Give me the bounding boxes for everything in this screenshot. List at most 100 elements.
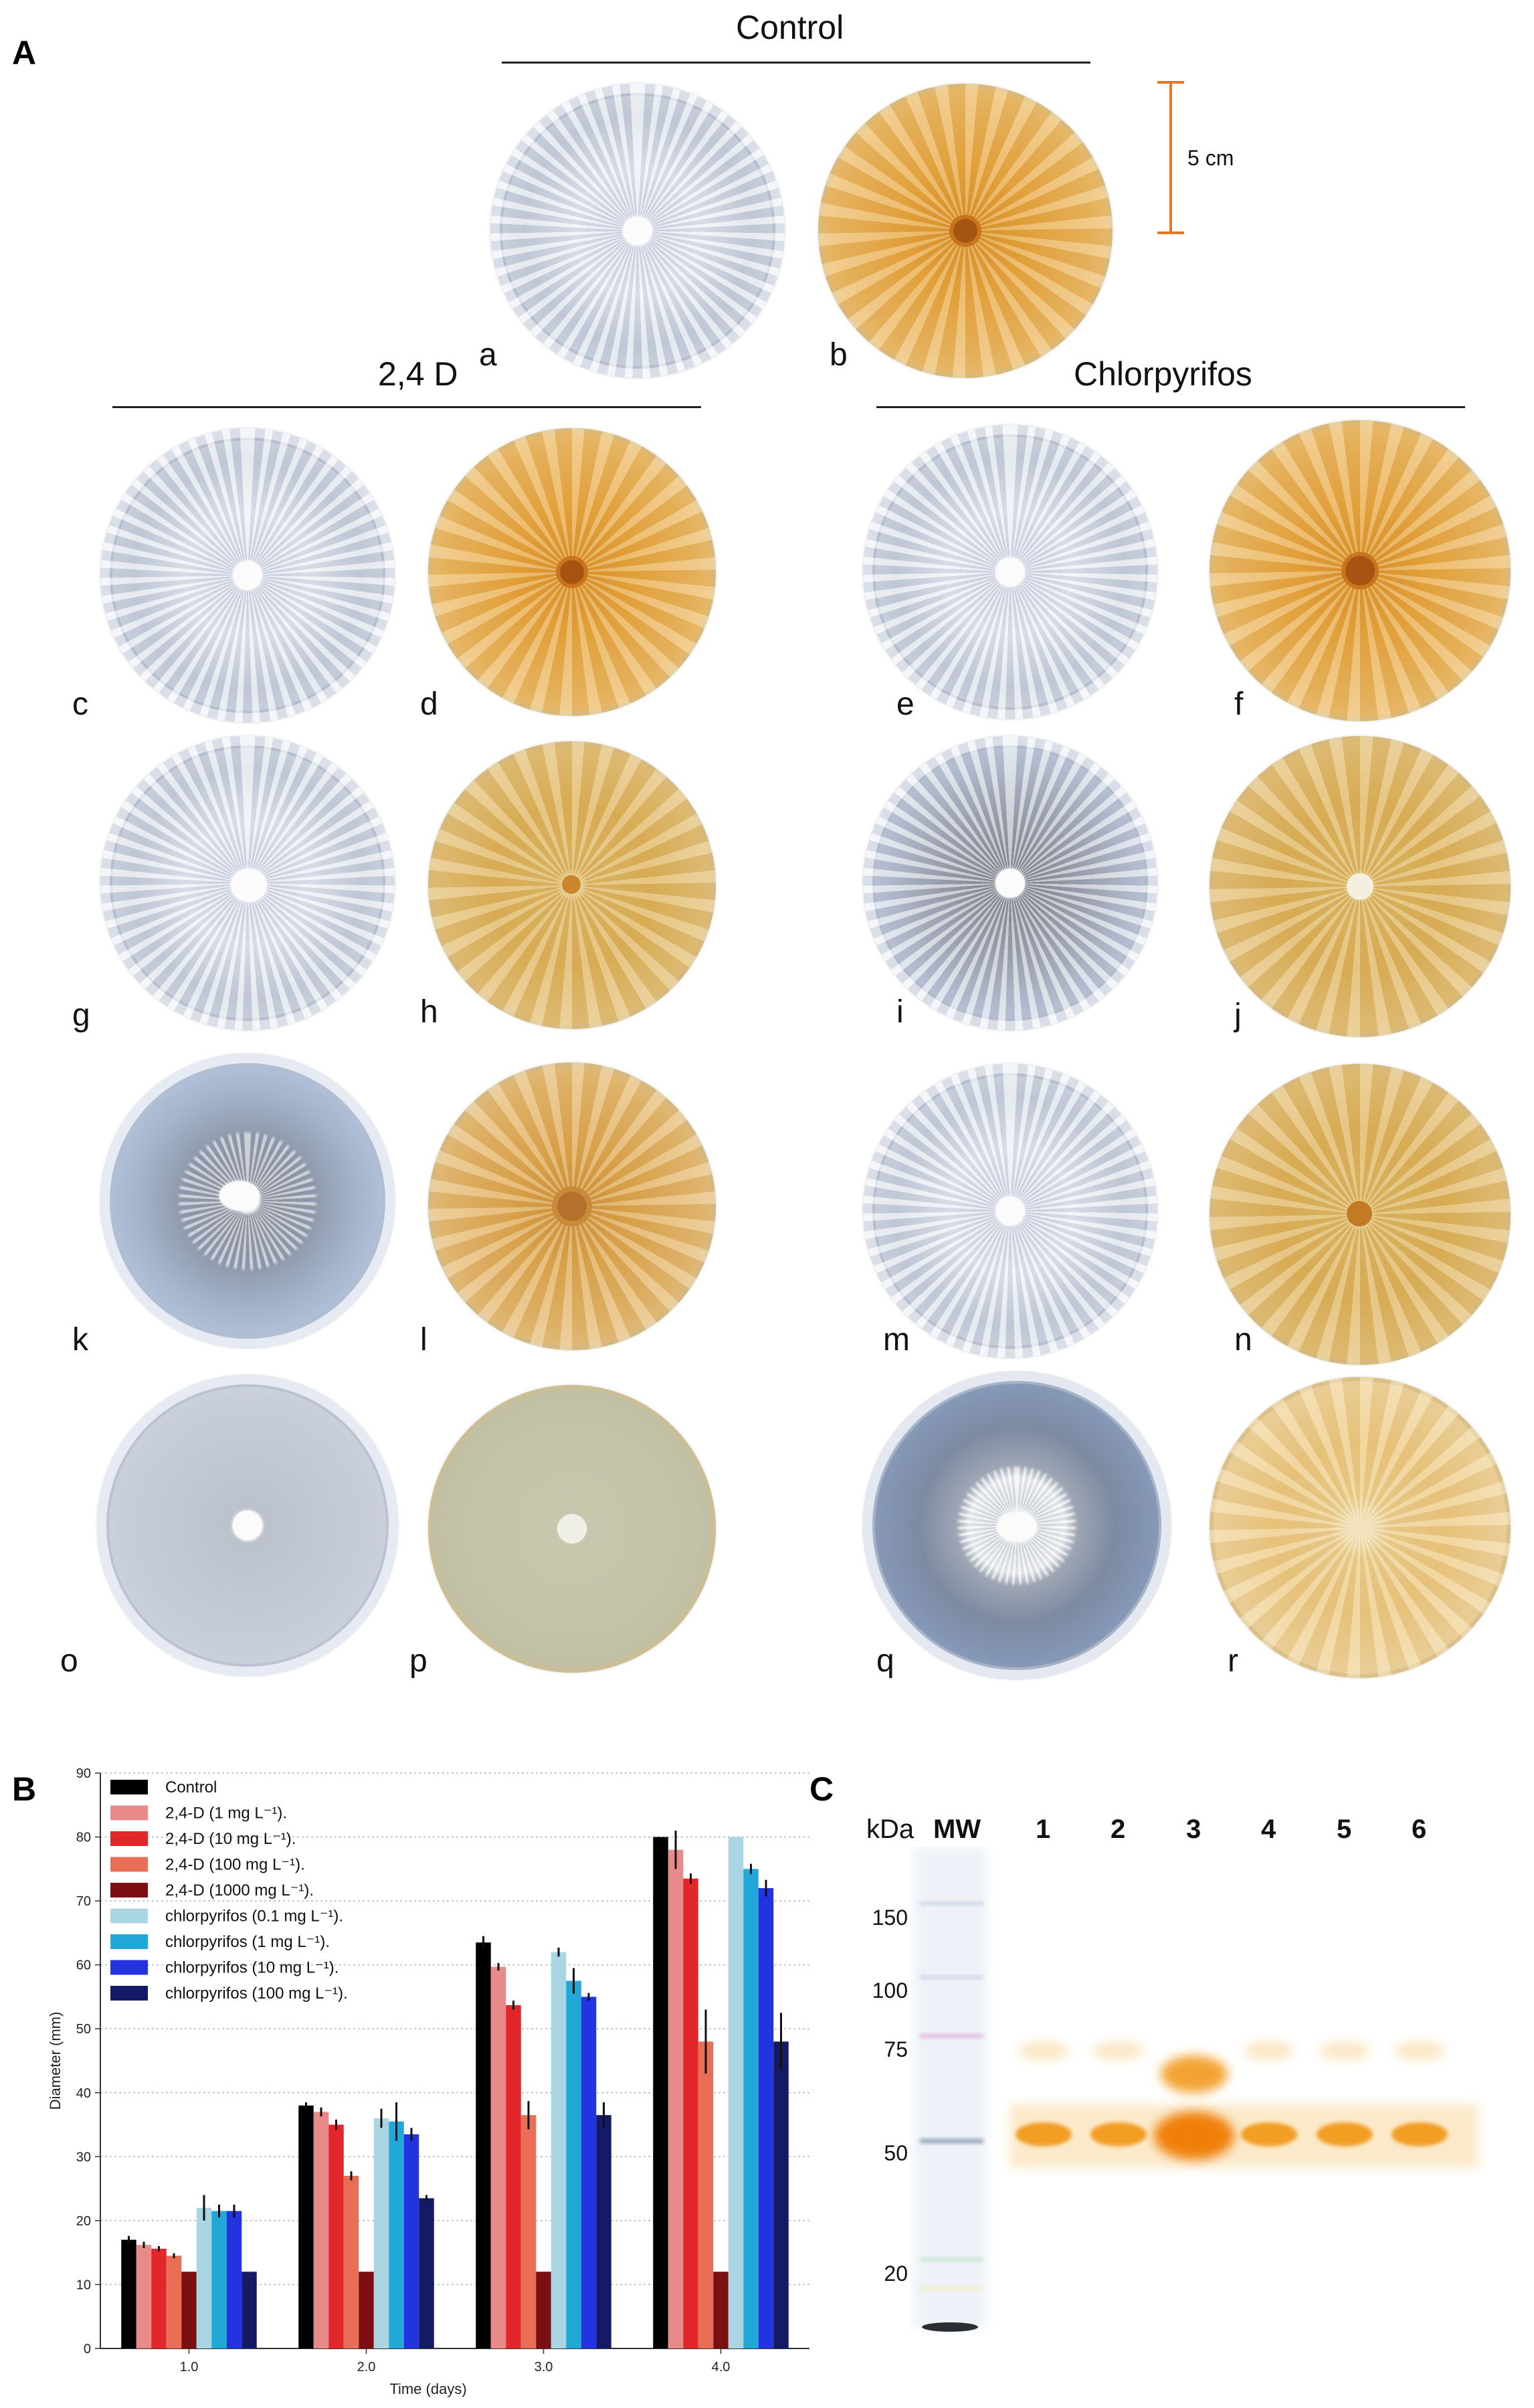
- lane-label-6: 6: [1412, 1815, 1427, 1844]
- mw-marker-label: 75: [884, 2037, 908, 2061]
- bar: [758, 1888, 774, 2348]
- mw-lane-label: MW: [933, 1815, 981, 1844]
- bar: [581, 1997, 597, 2348]
- ladder-band: [920, 2138, 983, 2144]
- bar: [419, 2198, 434, 2348]
- scale-bar-label: 5 cm: [1187, 146, 1234, 170]
- mw-marker-label: 150: [872, 1906, 908, 1930]
- dish-n-bottom-view: [1210, 1064, 1511, 1365]
- dish-label-k: k: [72, 1322, 88, 1358]
- protein-band: [1392, 2122, 1448, 2146]
- protein-band: [1090, 2122, 1147, 2146]
- bar: [328, 2124, 344, 2348]
- inoculum-plug: [997, 1512, 1037, 1542]
- legend-swatch: [110, 1960, 148, 1975]
- protein-band-faint: [1244, 2041, 1295, 2060]
- bar: [136, 2245, 152, 2348]
- dish-p-bottom-view: [428, 1385, 716, 1673]
- lane-label-2: 2: [1111, 1815, 1126, 1844]
- dish-label-a: a: [479, 337, 497, 373]
- x-axis-label: Time (days): [389, 2381, 466, 2397]
- bar: [343, 2176, 359, 2348]
- x-tick-label: 4.0: [712, 2360, 731, 2375]
- legend-label: Control: [165, 1778, 217, 1796]
- legend-label: 2,4-D (1000 mg L⁻¹).: [165, 1881, 314, 1900]
- bar: [683, 1878, 698, 2348]
- dish-a-top-view: [490, 84, 785, 378]
- protein-band-faint: [1093, 2041, 1144, 2060]
- dish-e-top-view: [863, 425, 1157, 719]
- dish-h-bottom-view: [428, 741, 716, 1029]
- y-tick-label: 30: [76, 2150, 91, 2164]
- dish-label-q: q: [876, 1643, 894, 1679]
- legend-label: 2,4-D (100 mg L⁻¹).: [165, 1856, 305, 1874]
- protein-band-upper: [1161, 2055, 1228, 2093]
- dish-j-bottom-view: [1210, 736, 1511, 1037]
- bar: [373, 2118, 389, 2348]
- dish-k-top-view: [100, 1054, 395, 1348]
- bar: [226, 2211, 242, 2348]
- inoculum-plug: [1347, 1201, 1372, 1226]
- dish-i-top-view: [863, 736, 1157, 1030]
- inoculum-plug: [562, 875, 581, 894]
- panel-b-letter: B: [12, 1770, 37, 1808]
- ladder-band: [920, 1902, 983, 1906]
- bar: [490, 1966, 506, 2348]
- inoculum-plug: [995, 557, 1025, 587]
- bar: [476, 1942, 491, 2348]
- legend-label: chlorpyrifos (1 mg L⁻¹).: [165, 1933, 330, 1951]
- ladder-lane: [913, 1847, 987, 2328]
- protein-band-faint: [1319, 2041, 1370, 2060]
- dish-label-f: f: [1234, 686, 1244, 722]
- legend-swatch: [110, 1780, 148, 1794]
- lane-label-5: 5: [1337, 1815, 1352, 1844]
- bar: [773, 2041, 789, 2348]
- legend-label: 2,4-D (1 mg L⁻¹).: [165, 1804, 287, 1823]
- bar: [551, 1952, 567, 2348]
- bar: [728, 1837, 744, 2348]
- inoculum-plug: [219, 1181, 260, 1210]
- y-tick-label: 50: [76, 2022, 91, 2037]
- bar: [151, 2248, 167, 2348]
- chlorpyrifos-underline: [876, 406, 1465, 408]
- panel-a-letter: A: [12, 34, 37, 72]
- control-title: Control: [736, 9, 844, 46]
- dish-label-c: c: [72, 686, 88, 722]
- d24-title: 2,4 D: [378, 355, 458, 393]
- bar: [121, 2239, 136, 2348]
- bar: [743, 1869, 759, 2348]
- bar: [520, 2115, 537, 2348]
- mw-marker-label: 50: [884, 2141, 908, 2165]
- scale-bar: [1157, 81, 1184, 234]
- bar: [242, 2272, 257, 2348]
- dish-label-n: n: [1234, 1322, 1252, 1358]
- protein-band-faint: [1394, 2041, 1445, 2060]
- ladder-band: [920, 2286, 983, 2290]
- dish-label-r: r: [1228, 1643, 1238, 1679]
- legend-swatch: [110, 1857, 148, 1872]
- inoculum-plug: [1347, 873, 1373, 900]
- ladder-band: [920, 2034, 983, 2038]
- inoculum-plug: [953, 219, 977, 243]
- legend-label: 2,4-D (10 mg L⁻¹).: [165, 1830, 296, 1848]
- dish-label-h: h: [420, 994, 438, 1030]
- inoculum-plug: [995, 1196, 1025, 1226]
- legend-label: chlorpyrifos (0.1 mg L⁻¹).: [165, 1908, 343, 1926]
- inoculum-plug: [560, 560, 584, 584]
- d24-underline: [112, 406, 701, 408]
- bar: [596, 2115, 611, 2348]
- inoculum-plug: [233, 561, 262, 590]
- inoculum-plug: [623, 216, 652, 246]
- protein-band-faint: [1018, 2041, 1069, 2060]
- y-tick-label: 90: [76, 1766, 91, 1781]
- bar: [313, 2112, 329, 2348]
- bar: [713, 2272, 729, 2348]
- dish-label-l: l: [420, 1322, 427, 1358]
- dish-label-j: j: [1234, 998, 1242, 1033]
- y-tick-label: 40: [76, 2086, 91, 2101]
- dish-label-e: e: [896, 686, 915, 722]
- inoculum-plug: [1345, 556, 1375, 585]
- legend-label: chlorpyrifos (100 mg L⁻¹).: [165, 1984, 348, 2003]
- y-tick-label: 0: [84, 2342, 91, 2356]
- bar: [536, 2272, 551, 2348]
